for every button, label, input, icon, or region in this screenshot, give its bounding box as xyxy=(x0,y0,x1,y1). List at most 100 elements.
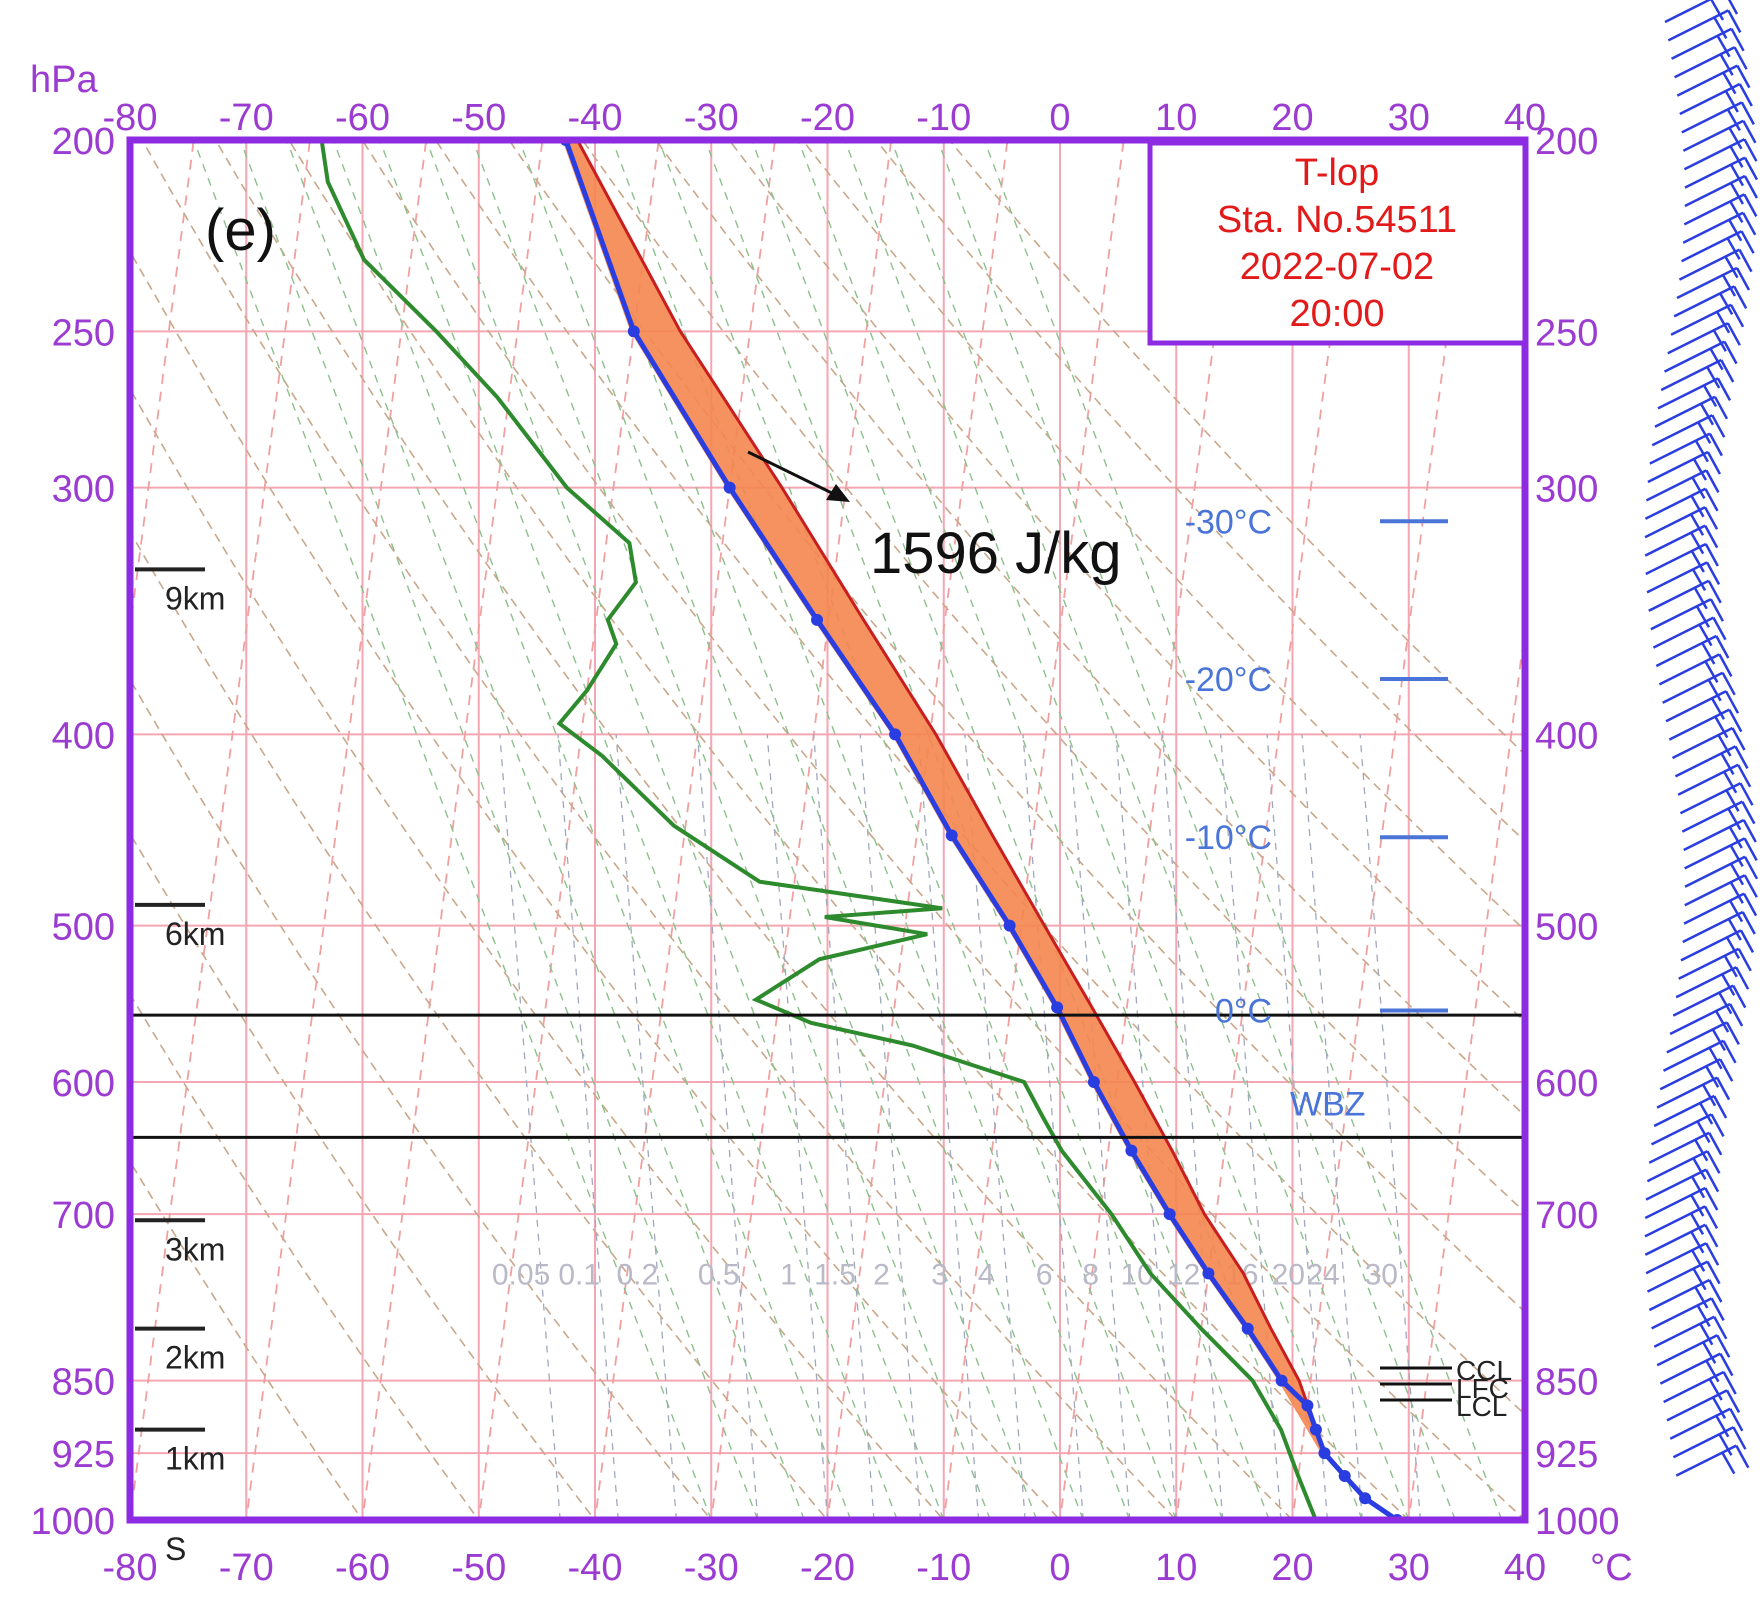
wind-barb xyxy=(1660,358,1735,392)
wind-barb xyxy=(1644,524,1719,557)
temperature-point xyxy=(1338,1470,1351,1483)
wind-barb xyxy=(1667,9,1742,42)
mixing-ratio-line xyxy=(813,734,875,1520)
wind-barb xyxy=(1649,432,1723,465)
wind-barb xyxy=(1683,892,1758,925)
y-tick-label-left: 200 xyxy=(52,121,115,163)
wind-barb xyxy=(1646,1150,1721,1183)
y-tick-label-left: 925 xyxy=(52,1434,115,1476)
y-tick-label-right: 700 xyxy=(1535,1195,1598,1237)
wind-barb xyxy=(1677,763,1752,796)
x-tick-label-bottom: -50 xyxy=(451,1547,506,1589)
wind-barb xyxy=(1675,1444,1750,1477)
dry-adiabat xyxy=(874,140,1525,843)
moist-adiabat xyxy=(751,140,1270,1520)
x-tick-label-top: 0 xyxy=(1049,97,1070,139)
isotherm-level-label: 0°C xyxy=(1215,993,1272,1031)
wind-barb xyxy=(1650,598,1724,631)
wind-barb xyxy=(1665,690,1740,723)
wind-barb xyxy=(1655,634,1730,668)
sounding-series xyxy=(319,140,1404,1520)
wind-barb xyxy=(1682,211,1757,244)
moist-adiabat xyxy=(379,140,898,1520)
skewed-isotherm xyxy=(477,140,660,1520)
y-tick-label-right: 300 xyxy=(1535,469,1598,511)
mixing-ratio-line xyxy=(499,734,561,1520)
wind-barb xyxy=(1644,1186,1719,1220)
moist-adiabat xyxy=(425,140,945,1520)
mixing-ratio-line xyxy=(917,734,980,1520)
moist-adiabat xyxy=(658,140,1177,1520)
x-tick-label-top: -20 xyxy=(800,97,855,139)
info-line-4: 20:00 xyxy=(1289,293,1384,335)
wind-barb xyxy=(1644,506,1719,539)
height-marker-label: 2km xyxy=(165,1340,225,1376)
x-tick-label-bottom: 10 xyxy=(1155,1547,1197,1589)
x-axis-unit-label: °C xyxy=(1590,1547,1633,1589)
wind-barb xyxy=(1658,653,1733,686)
x-tick-label-top: -60 xyxy=(335,97,390,139)
wind-barb xyxy=(1667,322,1741,355)
temperature-point xyxy=(1163,1208,1176,1221)
skewed-isotherm xyxy=(942,140,1125,1520)
info-line-1: T-lop xyxy=(1295,152,1379,194)
temperature-point xyxy=(627,325,640,338)
mixing-ratio-label: 0.5 xyxy=(698,1259,740,1292)
parcel-line xyxy=(576,140,1326,1454)
x-tick-label-bottom: -40 xyxy=(568,1547,623,1589)
dry-adiabat xyxy=(130,992,480,1520)
dry-adiabat xyxy=(130,529,829,1520)
temperature-point xyxy=(1202,1267,1215,1280)
wind-barb xyxy=(1681,101,1755,134)
dry-adiabat xyxy=(728,140,1525,1023)
y-tick-label-left: 1000 xyxy=(30,1501,115,1543)
surface-level-label: LFC xyxy=(1456,1373,1509,1404)
mixing-ratio-line xyxy=(1022,734,1084,1520)
wind-barb xyxy=(1676,266,1751,300)
skewed-isotherm xyxy=(1407,621,1525,1520)
temperature-point xyxy=(723,481,736,494)
wind-barb xyxy=(1662,1039,1737,1072)
plot-frame xyxy=(126,136,1529,1524)
dewpoint-line xyxy=(319,140,1318,1520)
x-tick-label-top: 30 xyxy=(1388,97,1430,139)
wind-barb xyxy=(1656,1334,1731,1367)
wind-barb xyxy=(1672,984,1747,1017)
skewed-isotherm xyxy=(1752,96,1760,1562)
mixing-ratio-line xyxy=(859,734,922,1520)
mixing-ratio-label: 20 xyxy=(1272,1259,1305,1292)
skewed-isotherm xyxy=(130,140,195,636)
wind-barb xyxy=(1645,1242,1720,1275)
wind-barb xyxy=(1680,230,1755,263)
wind-barb xyxy=(1679,782,1754,815)
wind-barb xyxy=(1645,1168,1720,1201)
wind-barb xyxy=(1645,469,1720,502)
y-tick-label-left: 500 xyxy=(52,907,115,949)
level-lines: WBZ -30°C -20°C -10°C 0°C 9km 6km 3km 2km 1km S CCL… xyxy=(130,503,1525,1567)
mixing-ratio-label: 1 xyxy=(780,1259,797,1292)
chart-axes: -80 -80 -70 -70 -60 -60 -50 -50 -40 -40 -30 -30 -20 -… xyxy=(30,97,1619,1589)
y-tick-label-right: 850 xyxy=(1535,1362,1598,1404)
wind-barb xyxy=(1684,156,1759,189)
y-tick-label-left: 850 xyxy=(52,1362,115,1404)
skewed-isotherm xyxy=(710,140,893,1520)
surface-level-label: CCL xyxy=(1456,1355,1512,1386)
mixing-ratio-line xyxy=(766,734,829,1520)
mixing-ratio-label: 2 xyxy=(873,1259,890,1292)
mixing-ratio-label: 4 xyxy=(978,1259,995,1292)
wind-barb xyxy=(1668,708,1743,741)
wind-barb xyxy=(1659,1058,1734,1091)
wind-barb xyxy=(1666,1021,1740,1054)
dry-adiabat xyxy=(214,140,1294,1520)
temperature-point xyxy=(1125,1144,1138,1157)
moist-adiabat xyxy=(193,140,712,1520)
surface-level-label: LCL xyxy=(1456,1391,1507,1422)
info-line-2: Sta. No.54511 xyxy=(1217,199,1457,241)
cape-area xyxy=(562,140,1325,1454)
cape-value: 1596 J/kg xyxy=(870,521,1122,586)
y-axis-unit-label: hPa xyxy=(30,59,98,101)
y-tick-label-right: 1000 xyxy=(1535,1501,1620,1543)
moist-adiabat xyxy=(937,140,1456,1520)
wind-barb xyxy=(1669,1407,1744,1440)
wind-barb xyxy=(1673,285,1748,318)
